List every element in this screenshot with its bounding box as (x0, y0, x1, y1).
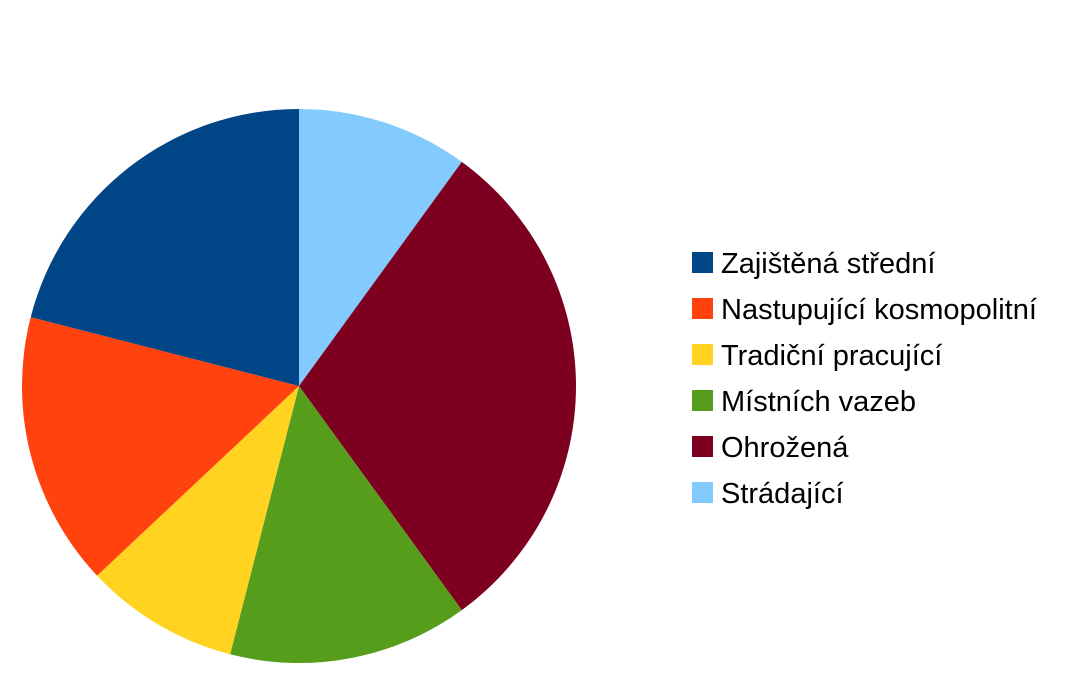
pie-slice-tradicni-pracujici (97, 386, 299, 655)
legend-label: Nastupující kosmopolitní (721, 294, 1037, 326)
legend-label: Ohrožená (721, 432, 849, 464)
legend-label: Strádající (721, 478, 844, 510)
legend-item-ohrozena: Ohrožená (692, 432, 849, 464)
legend-item-stradajici: Strádající (692, 478, 844, 510)
pie-slices (21, 109, 577, 664)
legend-swatch (692, 344, 713, 365)
legend-label: Zajištěná střední (721, 248, 935, 280)
legend-swatch (692, 298, 713, 319)
legend-swatch (692, 390, 713, 411)
legend-label: Místních vazeb (721, 386, 916, 418)
legend-label: Tradiční pracující (721, 340, 942, 372)
pie-slice-nastupujici-kosmopolitni (21, 317, 300, 576)
legend-item-nastupujici-kosmopolitni: Nastupující kosmopolitní (692, 294, 1037, 326)
legend-item-mistnich-vazeb: Místních vazeb (692, 386, 916, 418)
legend-item-tradicni-pracujici: Tradiční pracující (692, 340, 942, 372)
pie-slice-mistnich-vazeb (230, 386, 462, 664)
pie-slice-zajistena-stredni (30, 109, 299, 386)
legend-swatch (692, 252, 713, 273)
legend-swatch (692, 482, 713, 503)
legend-swatch (692, 436, 713, 457)
legend-item-zajistena-stredni: Zajištěná střední (692, 248, 935, 280)
legend: Zajištěná střední Nastupující kosmopolitn… (692, 248, 1037, 510)
pie-slice-ohrozena (299, 161, 577, 611)
pie-slice-stradajici (299, 109, 462, 386)
